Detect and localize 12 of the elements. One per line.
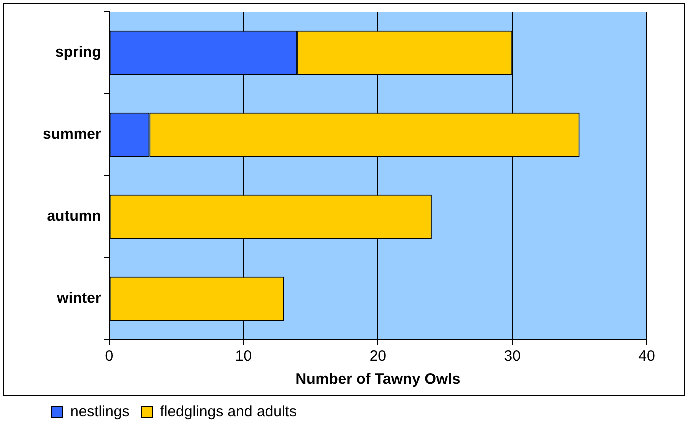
y-tick-label: spring [56, 44, 102, 62]
x-axis-title: Number of Tawny Owls [296, 371, 461, 388]
y-tick-label: summer [43, 126, 102, 144]
y-tick-label: autumn [47, 208, 102, 226]
legend-label: nestlings [70, 404, 130, 421]
x-tick-label: 30 [504, 348, 521, 366]
y-tick-label: winter [56, 290, 102, 308]
legend-label: fledglings and adults [160, 404, 297, 421]
x-tick-label: 20 [370, 348, 387, 366]
x-tick-label: 0 [105, 348, 114, 366]
x-tick-label: 10 [235, 348, 252, 366]
x-tick-label: 40 [638, 348, 656, 366]
